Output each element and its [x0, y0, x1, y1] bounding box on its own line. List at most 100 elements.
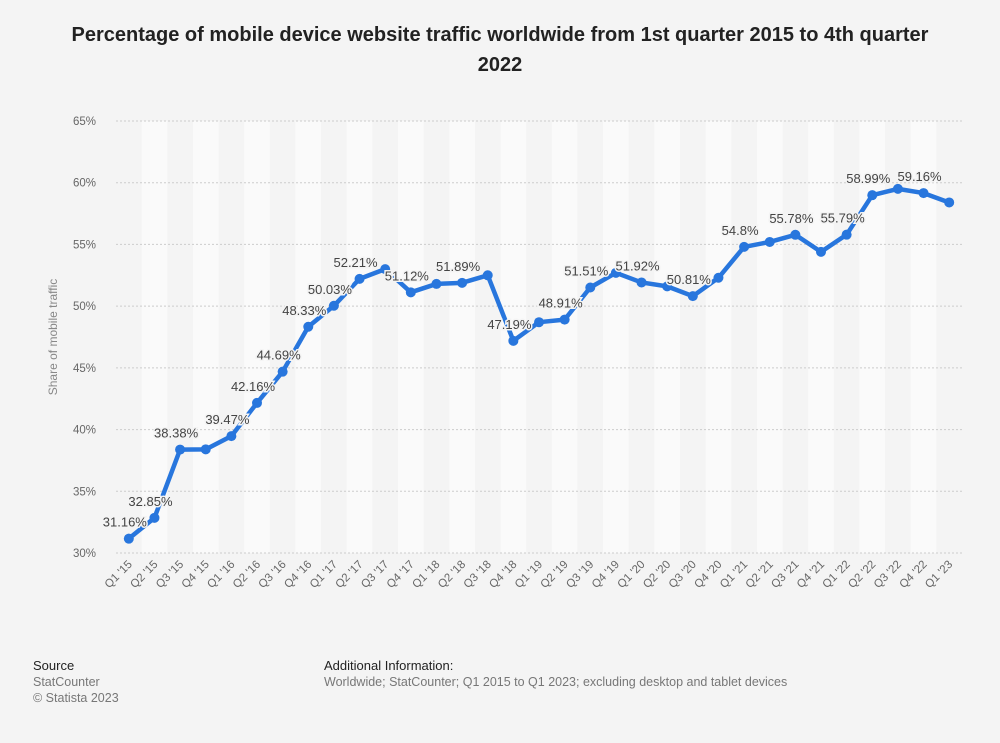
x-tick-label: Q4 '21 — [795, 559, 827, 591]
x-tick-label: Q1 '21 — [718, 559, 750, 591]
y-tick-label: 30% — [73, 548, 96, 560]
data-point — [713, 272, 724, 283]
x-tick-label: Q1 '18 — [410, 559, 442, 591]
data-label: 47.19% — [487, 317, 532, 332]
data-point — [790, 229, 801, 240]
data-point — [200, 444, 211, 455]
data-label: 51.92% — [615, 258, 660, 273]
y-tick-label: 40% — [73, 425, 96, 437]
data-label: 52.21% — [333, 255, 378, 270]
data-point — [636, 277, 647, 288]
column-band — [808, 121, 834, 553]
data-point — [816, 246, 826, 257]
x-tick-label: Q3 '18 — [462, 559, 494, 591]
line-chart: 30% 35% 40% 45% 50% 55% 60% 65% Share of mobile … — [46, 116, 962, 591]
data-point — [380, 264, 391, 275]
x-tick-label: Q4 '18 — [487, 559, 519, 591]
data-point — [405, 287, 416, 298]
data-point — [534, 317, 544, 328]
x-tick-label: Q2 '16 — [231, 559, 263, 591]
y-tick-label: 50% — [73, 301, 96, 313]
x-tick-label: Q3 '20 — [667, 559, 699, 591]
data-label: 44.69% — [257, 348, 302, 363]
x-tick-label: Q2 '20 — [641, 559, 673, 591]
x-tick-label: Q4 '20 — [692, 559, 724, 591]
data-point — [457, 277, 468, 288]
x-tick-label: Q2 '17 — [333, 559, 365, 591]
data-label: 55.79% — [821, 211, 866, 226]
source-heading: Source — [33, 658, 75, 673]
data-point — [662, 281, 673, 292]
x-tick-label: Q3 '15 — [154, 559, 186, 591]
data-point — [687, 291, 698, 302]
data-point — [918, 188, 929, 199]
source-text: StatCounter — [33, 675, 100, 689]
copyright-text[interactable]: © Statista 2023 — [33, 691, 119, 705]
x-tick-label: Q4 '16 — [282, 559, 314, 591]
data-point — [277, 366, 288, 377]
data-label: 51.51% — [564, 264, 609, 279]
data-label: 32.85% — [128, 494, 173, 509]
data-point — [892, 183, 903, 194]
data-label: 31.16% — [103, 515, 148, 530]
chart-title: Percentage of mobile device website traf… — [71, 24, 929, 76]
data-point — [944, 197, 955, 208]
x-tick-label: Q3 '17 — [359, 559, 391, 591]
y-tick-label: 35% — [73, 486, 96, 498]
column-band — [346, 121, 373, 553]
column-band — [551, 121, 578, 553]
column-band — [654, 121, 680, 553]
x-tick-label: Q1 '16 — [205, 559, 237, 591]
x-tick-label: Q1 '17 — [308, 559, 340, 591]
x-tick-label: Q2 '21 — [744, 559, 776, 591]
data-point — [739, 241, 750, 252]
column-band — [295, 121, 322, 553]
data-label: 51.89% — [436, 259, 481, 274]
data-point — [252, 397, 262, 408]
column-band — [756, 121, 783, 553]
data-point — [585, 282, 596, 293]
y-tick-label: 65% — [73, 116, 96, 128]
x-tick-label: Q1 '20 — [615, 559, 647, 591]
data-label: 55.78% — [769, 211, 814, 226]
y-axis-label: Share of mobile traffic — [46, 279, 60, 396]
x-tick-label: Q4 '22 — [897, 559, 929, 591]
data-point — [175, 444, 186, 455]
data-label: 48.91% — [539, 296, 584, 311]
y-tick-label: 55% — [73, 239, 96, 251]
data-label: 39.47% — [205, 412, 250, 427]
additional-info-text: Worldwide; StatCounter; Q1 2015 to Q1 20… — [324, 675, 788, 689]
x-tick-label: Q1 '19 — [513, 559, 545, 591]
x-tick-label: Q4 '19 — [590, 559, 622, 591]
data-label: 50.81% — [667, 272, 712, 287]
data-point — [226, 431, 237, 442]
x-tick-label: Q2 '18 — [436, 559, 468, 591]
x-tick-label: Q2 '19 — [539, 559, 571, 591]
x-tick-label: Q1 '15 — [103, 559, 135, 591]
column-band — [192, 121, 219, 553]
data-point — [123, 533, 134, 544]
data-point — [303, 321, 314, 332]
column-band — [244, 121, 270, 553]
column-band — [910, 121, 937, 553]
x-tick-label: Q3 '22 — [872, 559, 904, 591]
data-point — [508, 335, 519, 346]
data-label: 38.38% — [154, 426, 199, 441]
column-band — [398, 121, 424, 553]
x-tick-label: Q4 '17 — [385, 559, 417, 591]
x-tick-label: Q3 '16 — [257, 559, 289, 591]
column-band — [141, 121, 168, 553]
column-band — [603, 121, 629, 553]
data-point — [431, 278, 442, 289]
x-tick-label: Q2 '22 — [846, 559, 878, 591]
column-band — [449, 121, 475, 553]
y-tick-label: 45% — [73, 363, 96, 375]
x-tick-label: Q3 '21 — [769, 559, 801, 591]
data-label: 42.16% — [231, 379, 276, 394]
column-band — [705, 121, 732, 553]
x-tick-label: Q3 '19 — [564, 559, 596, 591]
data-label: 59.16% — [897, 169, 942, 184]
y-tick-label: 60% — [73, 178, 96, 190]
data-point — [841, 229, 852, 240]
